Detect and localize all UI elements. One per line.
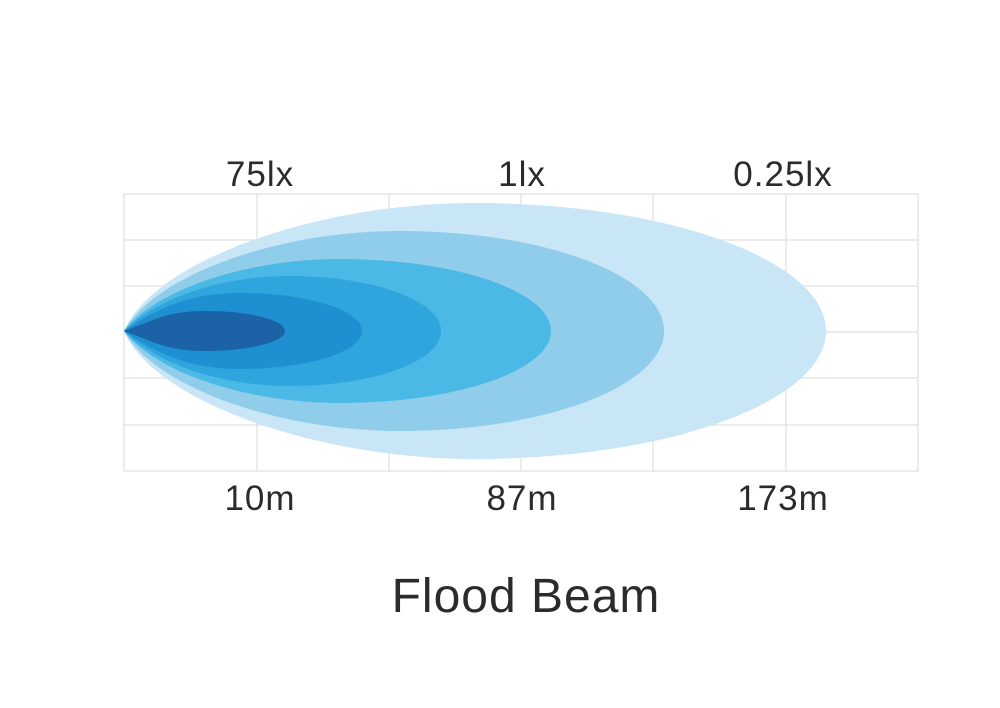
diagram-title: Flood Beam [391, 570, 661, 623]
illumination-zone-6 [124, 311, 285, 351]
distance-label-10m: 10m [224, 479, 296, 518]
distance-label-173m: 173m [737, 479, 829, 518]
lux-label-0-25: 0.25lx [733, 155, 833, 194]
illumination-zones [124, 203, 826, 459]
lux-label-1: 1lx [498, 155, 546, 194]
distance-label-87m: 87m [486, 479, 558, 518]
lux-label-75: 75lx [225, 155, 295, 194]
